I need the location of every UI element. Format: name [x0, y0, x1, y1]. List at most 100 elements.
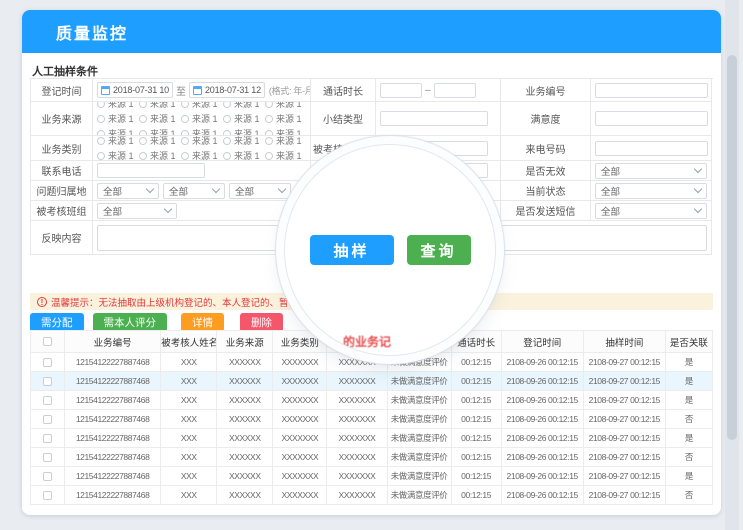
- source-option[interactable]: 来源 1: [181, 127, 223, 136]
- radio-icon: [97, 136, 105, 145]
- section-title: 人工抽样条件: [32, 66, 98, 78]
- table-cell: XXXXXXX: [272, 409, 328, 429]
- satisfaction-input[interactable]: [595, 111, 708, 126]
- row-checkbox[interactable]: [43, 377, 53, 387]
- table-row: 12154122227887468 XXX XXXXXX XXXXXXX XXXXXXX…: [29, 466, 714, 486]
- radio-icon: [223, 129, 231, 135]
- row-checkbox[interactable]: [43, 396, 53, 406]
- scrollbar-track[interactable]: [725, 0, 739, 530]
- source-option[interactable]: 来源 1: [97, 149, 139, 160]
- detail-button[interactable]: 详情: [181, 313, 224, 332]
- table-cell: 是: [664, 371, 714, 391]
- date-to-input[interactable]: 2018-07-31 12: [188, 82, 265, 98]
- table-row: 12154122227887468 XXX XXXXXX XXXXXXX XXXXXXX…: [29, 428, 714, 448]
- table-cell: 12154122227887468: [64, 409, 162, 429]
- row-checkbox[interactable]: [43, 358, 53, 368]
- option-label: 来源 1: [150, 102, 176, 109]
- field-issue-region: 全部 全部 全部: [93, 181, 311, 201]
- table-cell: 00:12:15: [450, 428, 502, 448]
- source-option[interactable]: 来源 1: [181, 136, 223, 147]
- table-cell: XXXXXX: [216, 390, 274, 410]
- source-option[interactable]: 来源 1: [181, 112, 223, 125]
- option-label: 来源 1: [192, 129, 218, 136]
- source-option[interactable]: 来源 1: [265, 127, 307, 135]
- issue-region-select-2[interactable]: 全部: [163, 182, 225, 199]
- query-button[interactable]: 查询: [406, 235, 471, 265]
- magnifier-lens: 抽样 查询 的业务记: [285, 145, 495, 355]
- self-score-button[interactable]: 需本人评分: [92, 313, 167, 332]
- caller-number-input[interactable]: [595, 140, 708, 156]
- current-status-select[interactable]: 全部: [595, 182, 707, 199]
- table-cell: XXXXXXX: [272, 390, 328, 410]
- contact-phone-input[interactable]: [97, 163, 205, 178]
- source-option[interactable]: 来源 1: [223, 102, 265, 110]
- source-option[interactable]: 来源 1: [181, 102, 223, 110]
- column-header: 业务类别: [272, 330, 328, 353]
- source-option[interactable]: 来源 1: [265, 149, 307, 161]
- table-cell: XXXXXXX: [326, 428, 388, 448]
- table-row: 12154122227887468 XXX XXXXXX XXXXXXX XXXXXXX…: [29, 447, 714, 467]
- source-option[interactable]: 来源 1: [97, 102, 139, 110]
- table-cell: 12154122227887468: [64, 352, 162, 372]
- issue-region-select-1[interactable]: 全部: [97, 182, 159, 199]
- table-cell: XXX: [160, 390, 218, 410]
- table-cell: 12154122227887468: [64, 371, 162, 391]
- table-row: 12154122227887468 XXX XXXXXX XXXXXXX XXXXXXX…: [29, 352, 714, 372]
- select-all-checkbox[interactable]: [43, 336, 53, 346]
- assign-button[interactable]: 需分配: [30, 313, 84, 332]
- option-label: 来源 1: [108, 114, 134, 124]
- source-option[interactable]: 来源 1: [223, 149, 265, 160]
- scrollbar-thumb[interactable]: [727, 55, 737, 440]
- source-option[interactable]: 来源 1: [223, 136, 265, 147]
- call-duration-max-input[interactable]: [433, 82, 476, 98]
- summary-type-input[interactable]: [380, 111, 488, 126]
- date-from-input[interactable]: 2018-07-31 10: [97, 82, 173, 98]
- row-checkbox[interactable]: [43, 453, 53, 463]
- source-option[interactable]: 来源 1: [265, 112, 307, 125]
- column-header: 被考核人姓名: [160, 330, 218, 353]
- option-label: 来源 1: [276, 151, 302, 161]
- send-sms-value: 全部: [601, 206, 621, 218]
- row-checkbox[interactable]: [43, 415, 53, 425]
- table-cell: 12154122227887468: [64, 485, 162, 505]
- source-option[interactable]: 来源 1: [97, 127, 139, 135]
- select-all-cell: [29, 330, 66, 353]
- source-option[interactable]: 来源 1: [139, 112, 181, 125]
- option-label: 来源 1: [150, 151, 176, 161]
- business-no-input[interactable]: [595, 82, 708, 98]
- table-cell: 12154122227887468: [64, 466, 162, 486]
- assessed-team-select[interactable]: 全部: [97, 202, 177, 219]
- source-option[interactable]: 来源 1: [139, 127, 181, 135]
- table-cell: XXXXXX: [216, 485, 274, 505]
- radio-icon: [97, 102, 105, 108]
- date-format-hint: (格式: 年-月-日-时): [268, 85, 310, 96]
- call-duration-min-input[interactable]: [380, 82, 422, 98]
- radio-icon: [181, 129, 189, 135]
- option-label: 来源 1: [234, 129, 260, 136]
- is-invalid-select[interactable]: 全部: [595, 162, 707, 179]
- table-cell: 否: [664, 409, 714, 429]
- source-option[interactable]: 来源 1: [223, 127, 265, 136]
- delete-button[interactable]: 删除: [240, 313, 283, 332]
- option-label: 来源 1: [192, 151, 218, 161]
- send-sms-select[interactable]: 全部: [595, 202, 707, 219]
- source-option[interactable]: 来源 1: [139, 102, 181, 110]
- source-option[interactable]: 来源 1: [223, 112, 265, 125]
- row-checkbox[interactable]: [43, 472, 53, 482]
- source-option[interactable]: 来源 1: [265, 102, 307, 110]
- source-option[interactable]: 来源 1: [139, 136, 181, 147]
- row-checkbox[interactable]: [43, 491, 53, 501]
- option-label: 来源 1: [108, 102, 134, 109]
- source-option[interactable]: 来源 1: [139, 149, 181, 161]
- table-cell: 00:12:15: [450, 390, 502, 410]
- table-cell: 2108-09-27 00:12:15: [582, 485, 666, 505]
- source-option[interactable]: 来源 1: [181, 149, 223, 161]
- issue-region-select-3[interactable]: 全部: [229, 182, 291, 199]
- source-option[interactable]: 来源 1: [265, 136, 307, 147]
- results-table: 业务编号被考核人姓名业务来源业务类别满意度通话时长登记时间抽样时间是否关联 12…: [29, 330, 714, 505]
- sample-button[interactable]: 抽样: [309, 235, 394, 265]
- field-send-sms: 全部: [591, 201, 712, 221]
- source-option[interactable]: 来源 1: [97, 136, 139, 147]
- row-checkbox[interactable]: [43, 434, 53, 444]
- source-option[interactable]: 来源 1: [97, 112, 139, 125]
